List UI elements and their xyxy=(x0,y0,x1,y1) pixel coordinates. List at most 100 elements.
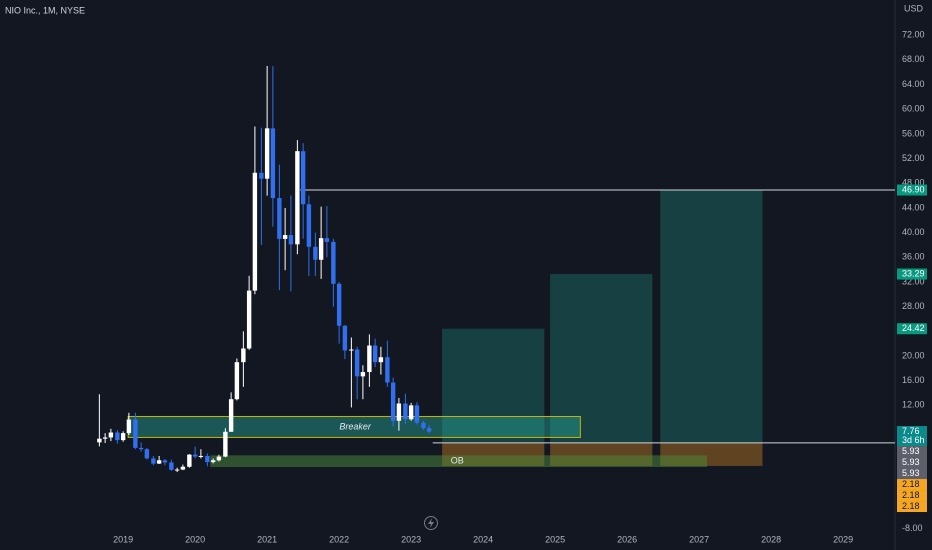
price-label: 2.18 xyxy=(902,479,920,489)
y-tick-label: 68.00 xyxy=(902,54,925,64)
candle-body xyxy=(306,204,312,247)
candle-body xyxy=(288,235,294,245)
y-tick-label: 56.00 xyxy=(902,128,925,138)
price-label-bg xyxy=(897,268,927,280)
candle-body xyxy=(151,458,156,464)
candle-body xyxy=(126,419,132,434)
candle-body xyxy=(300,151,306,205)
candle-body xyxy=(174,469,180,471)
y-tick-label: 20.00 xyxy=(902,350,925,360)
price-label-bg xyxy=(897,426,927,447)
y-tick-label: 16.00 xyxy=(902,375,925,385)
x-tick-label: 2028 xyxy=(761,534,781,544)
replay-icon[interactable] xyxy=(424,516,438,530)
candle-body xyxy=(403,403,408,420)
y-tick-label: 60.00 xyxy=(902,104,925,114)
candle-body xyxy=(372,345,378,363)
candle-body xyxy=(360,372,366,377)
y-tick-label: 12.00 xyxy=(902,400,925,410)
candle-body xyxy=(414,405,420,423)
countdown: 3d 6h xyxy=(902,435,925,445)
target-zone xyxy=(660,190,763,443)
y-tick-label: 32.00 xyxy=(902,276,925,286)
candle-body xyxy=(282,235,288,239)
price-label: 5.93 xyxy=(902,468,920,478)
x-tick-label: 2027 xyxy=(689,534,709,544)
candle-body xyxy=(295,151,300,245)
candle-body xyxy=(241,348,246,363)
candle-body xyxy=(324,238,330,242)
candle-body xyxy=(396,403,402,421)
candle-body xyxy=(378,357,384,363)
price-label-bg xyxy=(897,184,927,196)
chart-title: NIO Inc., 1M, NYSE xyxy=(5,5,85,15)
currency: USD xyxy=(904,3,924,13)
y-tick-label: 40.00 xyxy=(902,227,925,237)
candle-body xyxy=(367,345,372,373)
x-tick-label: 2022 xyxy=(329,534,349,544)
candle-body xyxy=(169,462,174,470)
candle-body xyxy=(354,349,360,377)
y-tick-label: 52.00 xyxy=(902,153,925,163)
candle-body xyxy=(426,428,432,432)
candle-body xyxy=(390,382,396,421)
candle-body xyxy=(102,437,108,439)
target-zone xyxy=(550,274,653,443)
price-label: 24.42 xyxy=(902,323,925,333)
y-tick-label: 48.00 xyxy=(902,178,925,188)
price-label-bg xyxy=(897,457,927,469)
x-tick-label: 2019 xyxy=(113,534,133,544)
candle-body xyxy=(108,432,114,438)
price-label: 5.93 xyxy=(902,446,920,456)
x-tick-label: 2029 xyxy=(833,534,853,544)
candle-body xyxy=(385,357,390,383)
candle-body xyxy=(162,460,168,463)
price-label: 2.18 xyxy=(902,490,920,500)
y-tick-label: 28.00 xyxy=(902,301,925,311)
zone xyxy=(210,455,708,468)
x-tick-label: 2025 xyxy=(545,534,565,544)
candle-body xyxy=(198,455,204,457)
zone-label: OB xyxy=(451,456,464,466)
zone-label: Breaker xyxy=(339,421,372,431)
candle-body xyxy=(331,241,336,284)
price-label-bg xyxy=(897,479,927,491)
candle-body xyxy=(277,198,282,239)
price-label: 2.18 xyxy=(902,501,920,511)
y-tick-label: 64.00 xyxy=(902,79,925,89)
candle-body xyxy=(246,290,252,349)
candle-body xyxy=(180,466,186,470)
candle-body xyxy=(144,449,150,459)
y-tick-label: 44.00 xyxy=(902,202,925,212)
candle-body xyxy=(259,172,264,179)
price-label-bg xyxy=(897,501,927,513)
candle-body xyxy=(421,422,426,429)
candle-body xyxy=(192,454,198,457)
candle-body xyxy=(216,456,222,461)
candle-body xyxy=(205,455,210,463)
price-label: 7.76 xyxy=(902,426,920,436)
x-tick-label: 2023 xyxy=(401,534,421,544)
candle-body xyxy=(264,128,270,179)
candle-body xyxy=(97,438,102,443)
candle-body xyxy=(115,432,120,441)
target-zone xyxy=(442,328,545,443)
candle-body xyxy=(156,460,162,464)
candle-body xyxy=(342,325,348,351)
price-label: 46.90 xyxy=(902,184,925,194)
candle-body xyxy=(133,419,138,448)
y-tick-label: 72.00 xyxy=(902,30,925,40)
candle-body xyxy=(349,349,354,351)
price-label-bg xyxy=(897,468,927,480)
candle-body xyxy=(336,283,342,326)
candle-body xyxy=(270,128,276,199)
candle-body xyxy=(408,405,414,420)
candle-body xyxy=(210,460,216,463)
price-label: 5.93 xyxy=(902,457,920,467)
price-label-bg xyxy=(897,490,927,502)
candle-body xyxy=(234,362,240,400)
candle-body xyxy=(252,172,258,291)
x-tick-label: 2021 xyxy=(257,534,277,544)
y-tick-label: -8.00 xyxy=(902,523,923,533)
